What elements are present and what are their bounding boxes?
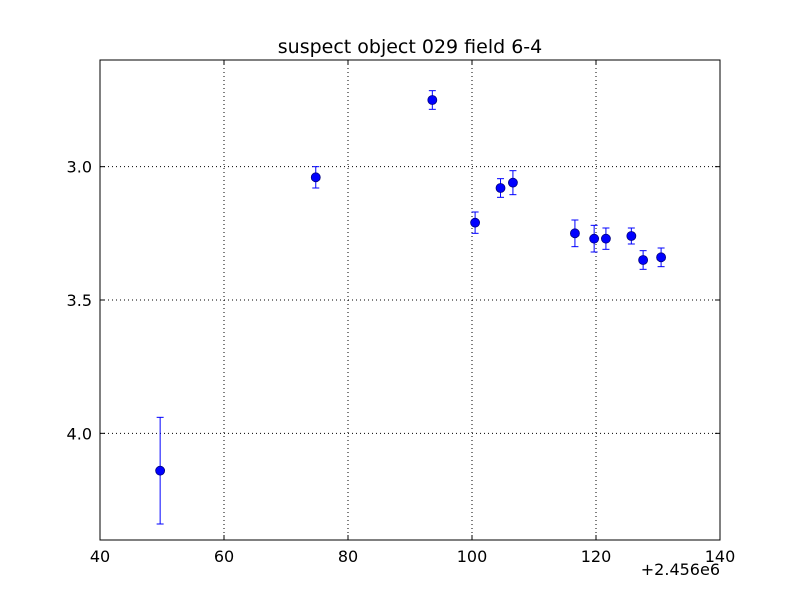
data-point [626,231,637,241]
x-offset-label: +2.456e6 [641,560,720,579]
data-point [495,183,506,193]
data-point [589,233,600,244]
data-point [656,252,666,263]
grid [100,60,720,540]
error-bars [156,90,665,525]
data-point [427,95,438,105]
x-tick-label: 140 [705,547,736,566]
chart-title: suspect object 029 field 6-4 [278,36,543,58]
plot-area [99,59,721,541]
x-tick-label: 80 [338,547,358,566]
x-tick-label: 100 [457,547,488,566]
tick-labels: 40 60 80 100 120 140 3.0 3.5 4.0 [67,158,736,566]
y-tick-label: 4.0 [67,424,92,443]
data-point [155,465,166,476]
data-points [155,95,666,476]
y-tick-label: 3.0 [67,158,92,177]
data-point [508,177,518,188]
data-point [638,255,649,265]
y-tick-label: 3.5 [67,291,92,310]
data-point [310,172,321,183]
x-tick-label: 40 [90,547,110,566]
data-point [470,217,481,228]
x-tick-label: 60 [214,547,234,566]
data-point [601,233,611,244]
x-tick-label: 120 [581,547,612,566]
data-point [570,228,580,239]
